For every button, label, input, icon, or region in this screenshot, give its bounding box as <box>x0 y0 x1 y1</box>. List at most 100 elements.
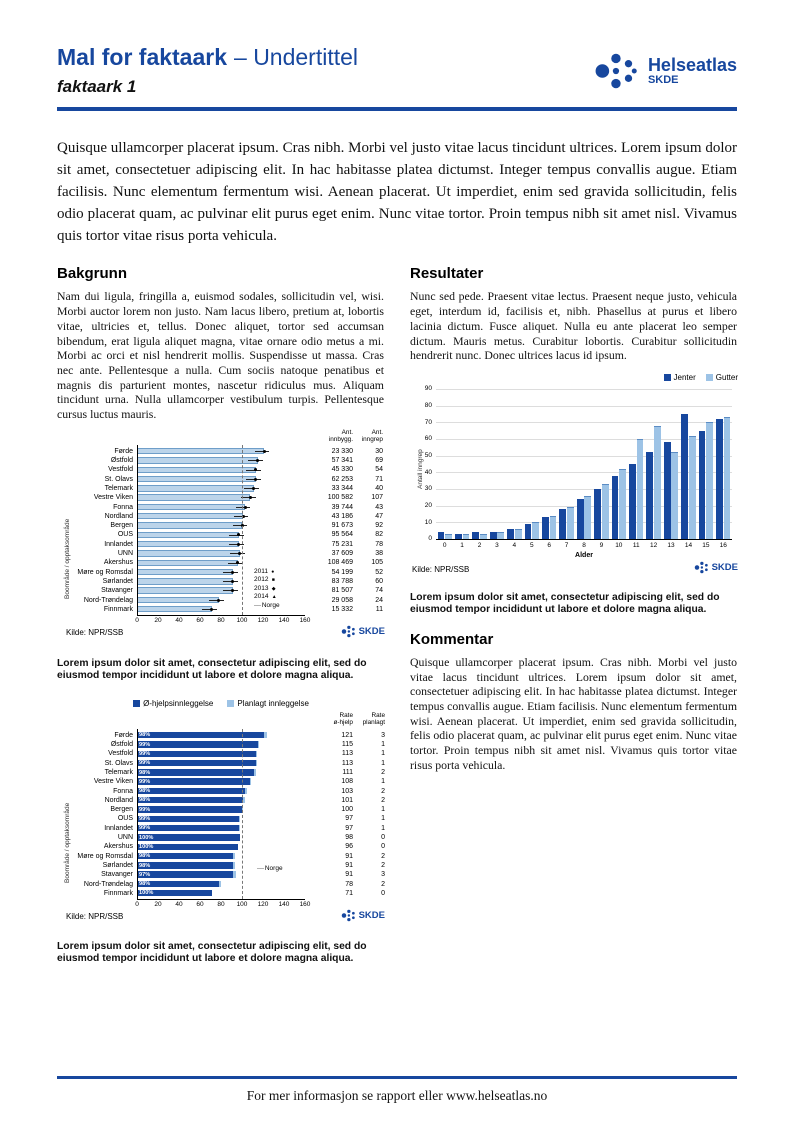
year-marker-icon <box>254 468 258 472</box>
row-label: Telemark <box>104 484 133 492</box>
rate-planlagt-value: 3 <box>381 871 385 879</box>
legend-marker-icon: ◆ <box>271 585 276 592</box>
innbygg-value: 57 341 <box>331 457 353 465</box>
jenter-bar <box>663 442 671 539</box>
year-marker-icon <box>231 579 235 583</box>
rate-planlagt-value: 1 <box>381 741 385 749</box>
chart-y-axis-title: Antall inngrep <box>417 449 424 489</box>
inngrep-value: 92 <box>375 522 383 530</box>
chart1-caption: Lorem ipsum dolor sit amet, consectetur … <box>57 657 367 682</box>
rate-planlagt-value: 0 <box>381 843 385 851</box>
chart-legend: Ø-hjelpsinnleggelse Planlagt innleggelse <box>57 699 385 708</box>
rate-bar <box>137 513 244 520</box>
row-label: St. Olavs <box>104 475 133 483</box>
year-marker-icon <box>256 459 260 463</box>
gutter-bar <box>584 495 592 539</box>
innbygg-value: 33 344 <box>331 484 353 492</box>
x-axis-line <box>137 615 305 617</box>
row-label: Nord-Trøndelag <box>83 596 133 604</box>
year-marker-icon <box>231 589 235 593</box>
rate-planlagt-value: 1 <box>381 806 385 814</box>
rate-ohjelp-value: 103 <box>341 787 353 795</box>
rate-bar <box>137 503 246 511</box>
inngrep-value: 47 <box>375 512 383 520</box>
legend-swatch-icon <box>227 699 235 707</box>
row-label: UNN <box>117 834 133 842</box>
ohjelp-bar <box>137 797 244 804</box>
inngrep-value: 82 <box>375 531 383 539</box>
jenter-bar <box>454 533 462 539</box>
x-tick-label: 6 <box>547 541 551 549</box>
planlagt-bar <box>238 824 240 832</box>
rate-bar <box>137 540 239 548</box>
jenter-bar <box>611 475 619 539</box>
gridline <box>436 505 732 507</box>
inngrep-value: 38 <box>375 550 383 558</box>
skde-dots-icon <box>341 909 355 922</box>
gutter-bar <box>497 532 505 539</box>
rate-bar <box>137 596 219 604</box>
rate-planlagt-value: 0 <box>381 834 385 842</box>
jenter-bar <box>437 532 445 539</box>
inngrep-value: 52 <box>375 568 383 576</box>
rate-ohjelp-value: 113 <box>341 759 353 767</box>
planlagt-bar <box>218 880 221 888</box>
jenter-bar <box>524 523 532 539</box>
year-marker-icon <box>241 514 245 518</box>
year-marker-icon <box>236 561 240 565</box>
ohjelp-bar <box>137 778 251 785</box>
y-tick-label: 30 <box>424 485 432 493</box>
year-marker-icon <box>217 598 221 602</box>
row-label: Fonna <box>113 787 133 795</box>
pct-label: 100% <box>139 890 154 897</box>
gutter-bar <box>549 515 557 539</box>
year-marker-icon <box>210 607 214 611</box>
col-header-inngrep: Ant. inngrep <box>361 428 383 444</box>
gridline <box>436 522 732 524</box>
rate-ohjelp-value: 98 <box>345 834 353 842</box>
pct-label: 98% <box>139 732 151 739</box>
page-header: Mal for faktaark – Undertittel faktaark 1… <box>57 44 737 97</box>
legend-swatch-icon <box>663 373 671 381</box>
pct-label: 99% <box>139 816 151 823</box>
logo-text: Helseatlas SKDE <box>648 55 737 86</box>
chart-legend: Jenter Gutter <box>663 373 738 382</box>
resultater-paragraph: Nunc sed pede. Praesent vitae lectus. Pr… <box>410 289 737 363</box>
rate-planlagt-value: 1 <box>381 824 385 832</box>
x-tick-label: 120 <box>257 617 269 625</box>
gutter-bar <box>532 522 539 539</box>
jenter-bar <box>541 517 549 539</box>
gridline <box>436 455 732 457</box>
two-column-layout: Bakgrunn Nam dui ligula, fringilla a, eu… <box>57 251 738 967</box>
ohjelp-bar <box>137 741 258 748</box>
year-marker-icon <box>262 449 266 453</box>
gutter-bar <box>723 417 731 539</box>
pct-label: 100% <box>139 843 154 850</box>
legend-year: 2012 ■ <box>254 576 275 584</box>
year-marker-icon <box>238 552 242 556</box>
y-tick-label: 90 <box>424 385 432 393</box>
bakgrunn-heading: Bakgrunn <box>57 265 128 283</box>
year-marker-icon <box>243 505 247 509</box>
ohjelp-bar <box>137 824 239 832</box>
row-label: Akershus <box>103 559 133 567</box>
rate-planlagt-value: 2 <box>381 787 385 795</box>
planlagt-bar <box>232 871 236 878</box>
ohjelp-bar <box>137 890 212 897</box>
ohjelp-bar <box>137 806 242 813</box>
ci-whisker <box>229 534 245 536</box>
innbygg-value: 100 582 <box>327 494 353 502</box>
row-label: OUS <box>117 815 133 823</box>
rate-planlagt-value: 3 <box>381 731 385 739</box>
innbygg-value: 83 788 <box>331 577 353 585</box>
helseatlas-dots-icon <box>595 53 637 89</box>
rate-ohjelp-value: 113 <box>341 750 353 758</box>
pct-label: 99% <box>139 741 151 748</box>
rate-planlagt-value: 2 <box>381 796 385 804</box>
jenter-bar <box>559 508 567 539</box>
norge-reference-line <box>242 444 243 616</box>
row-label: Stavanger <box>101 871 133 879</box>
pct-label: 98% <box>139 797 151 804</box>
gridline <box>436 488 732 490</box>
x-tick-label: 16 <box>719 541 727 549</box>
